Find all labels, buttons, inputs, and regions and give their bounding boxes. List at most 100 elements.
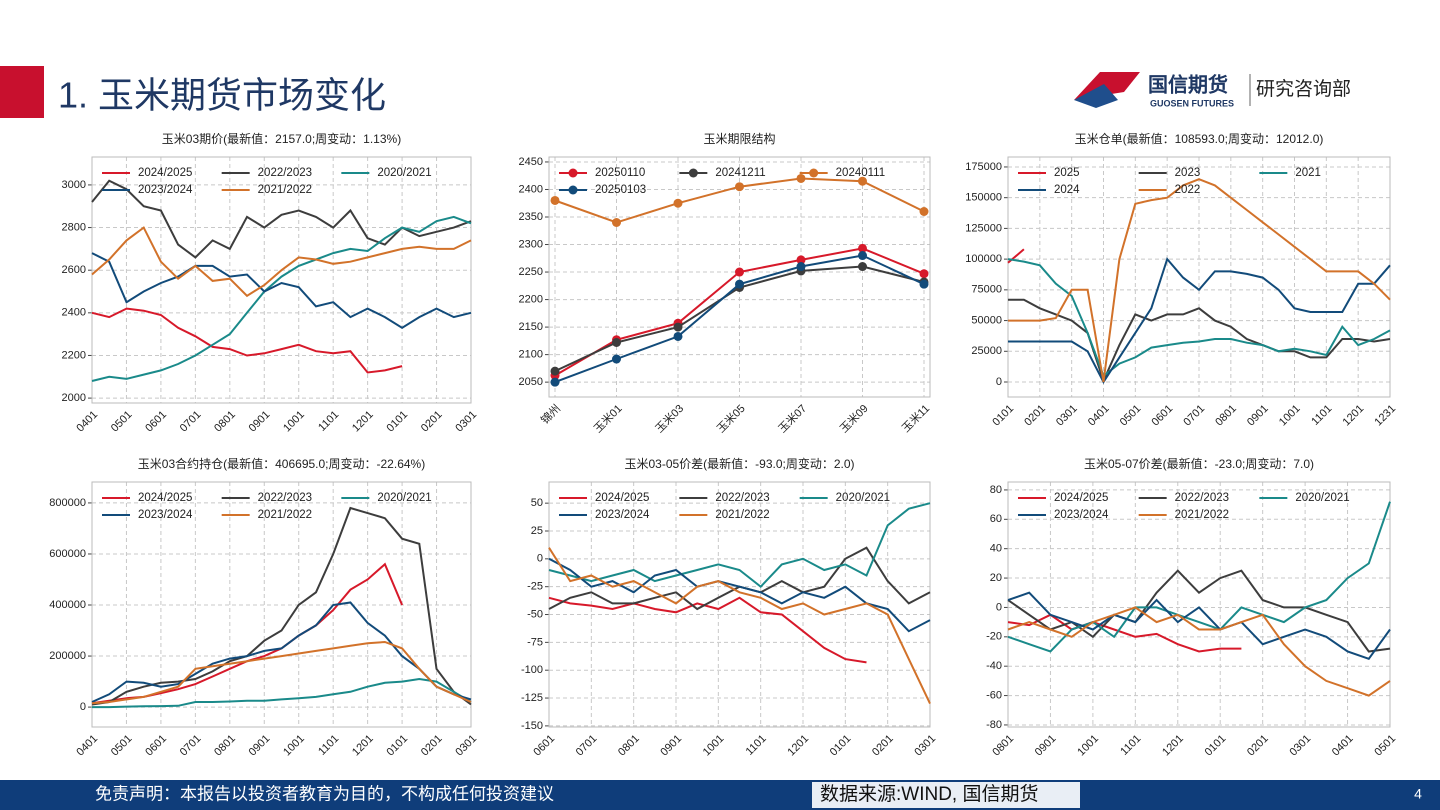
y-tick-label: 2600: [62, 264, 86, 276]
y-tick-label: 40: [990, 543, 1002, 555]
series-line: [91, 252, 472, 329]
x-tick-label: 1001: [701, 733, 727, 759]
x-tick-label: 1201: [350, 409, 376, 435]
logo-cn: 国信期货: [1148, 72, 1228, 96]
x-tick-label: 1101: [1309, 403, 1334, 428]
y-tick-label: 2350: [519, 211, 543, 223]
series-line: [548, 547, 931, 705]
legend-label: 2024/2025: [138, 167, 192, 179]
y-tick-label: -50: [527, 608, 543, 620]
legend-label: 2022/2023: [258, 167, 312, 179]
source: 数据来源:WIND, 国信期货: [820, 783, 1039, 805]
marker: [550, 377, 560, 387]
x-tick-label: 0601: [1150, 403, 1176, 429]
x-tick-label: 0501: [1372, 733, 1398, 759]
x-tick-label: 1001: [1075, 733, 1101, 759]
plot-frame: [91, 481, 472, 728]
marker: [919, 206, 929, 216]
y-tick-label: 2150: [519, 321, 543, 333]
series-line: [91, 506, 472, 706]
legend-label: 2021: [1295, 167, 1321, 179]
y-tick-label: 2050: [519, 376, 543, 388]
x-tick-label: 0801: [990, 733, 1016, 759]
x-tick-label: 1231: [1372, 403, 1398, 429]
legend-marker: [688, 168, 698, 178]
legend-label: 2024: [1054, 184, 1080, 196]
x-tick-label: 0301: [453, 733, 479, 759]
x-tick-label: 0101: [1203, 733, 1229, 759]
marker: [673, 331, 683, 341]
y-tick-label: 50: [531, 497, 543, 509]
series-line: [1007, 248, 1025, 264]
marker: [858, 176, 867, 186]
marker: [612, 338, 621, 348]
marker: [796, 173, 806, 183]
chart: 玉米03合约持仓(最新值：406695.0;周变动：-22.64%) 0 20000…: [49, 456, 479, 758]
legend-label: 2023: [1175, 167, 1201, 179]
x-tick-label: 1101: [744, 733, 769, 758]
legend-label: 20250103: [595, 184, 646, 196]
y-tick-label: 50000: [971, 314, 1002, 326]
x-tick-label: 1101: [1118, 733, 1143, 758]
x-tick-label: 1101: [316, 409, 341, 434]
x-tick-label: 玉米11: [899, 402, 932, 435]
y-tick-label: -100: [521, 664, 543, 676]
y-tick-label: 175000: [965, 161, 1002, 173]
y-tick-label: 0: [996, 376, 1002, 388]
plot-frame: [1007, 481, 1391, 728]
x-tick-label: 玉米01: [591, 402, 624, 435]
legend-label: 2024/2025: [595, 492, 649, 504]
x-tick-label: 0401: [1086, 403, 1112, 429]
series-line: [548, 596, 867, 664]
x-tick-label: 0601: [143, 733, 169, 759]
x-tick-label: 0801: [616, 733, 642, 759]
plot-frame: [1007, 156, 1391, 398]
chart: 玉米仓单(最新值：108593.0;周变动：12012.0) 0 25000 5000…: [965, 131, 1398, 428]
legend-label: 2021/2022: [258, 509, 312, 521]
y-tick-label: 600000: [49, 548, 86, 560]
legend-label: 20241211: [715, 167, 765, 179]
x-tick-label: 0101: [828, 733, 854, 759]
legend-marker: [809, 168, 819, 178]
x-tick-label: 0101: [990, 403, 1016, 429]
x-tick-label: 玉米07: [776, 402, 809, 435]
legend-label: 2023/2024: [138, 509, 193, 521]
x-tick-label: 0701: [178, 409, 204, 435]
y-tick-label: 2800: [62, 221, 86, 233]
logo: 国信期货 GUOSEN FUTURES 研究咨询部: [1074, 72, 1351, 108]
dept: 研究咨询部: [1256, 78, 1351, 100]
y-tick-label: 2300: [519, 238, 543, 250]
x-tick-label: 0601: [143, 409, 169, 435]
x-tick-label: 0501: [109, 409, 135, 435]
y-tick-label: -80: [986, 719, 1002, 731]
marker: [858, 251, 867, 261]
y-tick-label: 0: [80, 701, 86, 713]
slide-title: 1. 玉米期货市场变化: [58, 75, 386, 116]
x-tick-label: 1201: [1341, 403, 1367, 429]
marker: [612, 354, 621, 364]
legend-label: 2024/2025: [1054, 492, 1108, 504]
marker: [673, 198, 683, 208]
marker: [673, 322, 683, 332]
chart-title: 玉米03-05价差(最新值：-93.0;周变动：2.0): [624, 456, 854, 471]
chart-title: 玉米05-07价差(最新值：-23.0;周变动：7.0): [1084, 456, 1314, 471]
series-line: [1008, 257, 1391, 384]
x-tick-label: 0901: [247, 733, 273, 759]
legend-label: 2023/2024: [595, 509, 650, 521]
y-tick-label: 2100: [519, 349, 543, 361]
x-tick-label: 0901: [1245, 403, 1271, 429]
y-tick-label: 2250: [519, 266, 543, 278]
legend-label: 2023/2024: [138, 184, 193, 196]
x-tick-label: 1001: [1277, 403, 1303, 429]
x-tick-label: 玉米05: [714, 402, 747, 435]
legend-label: 2022: [1175, 184, 1201, 196]
x-tick-label: 0901: [658, 733, 684, 759]
y-tick-label: -60: [986, 689, 1002, 701]
x-tick-label: 0401: [74, 409, 100, 435]
series-line: [1007, 591, 1391, 660]
y-tick-label: 80: [990, 484, 1002, 496]
x-tick-label: 0201: [1245, 733, 1271, 759]
y-tick-label: 125000: [965, 222, 1002, 234]
y-tick-label: 25: [531, 525, 543, 537]
